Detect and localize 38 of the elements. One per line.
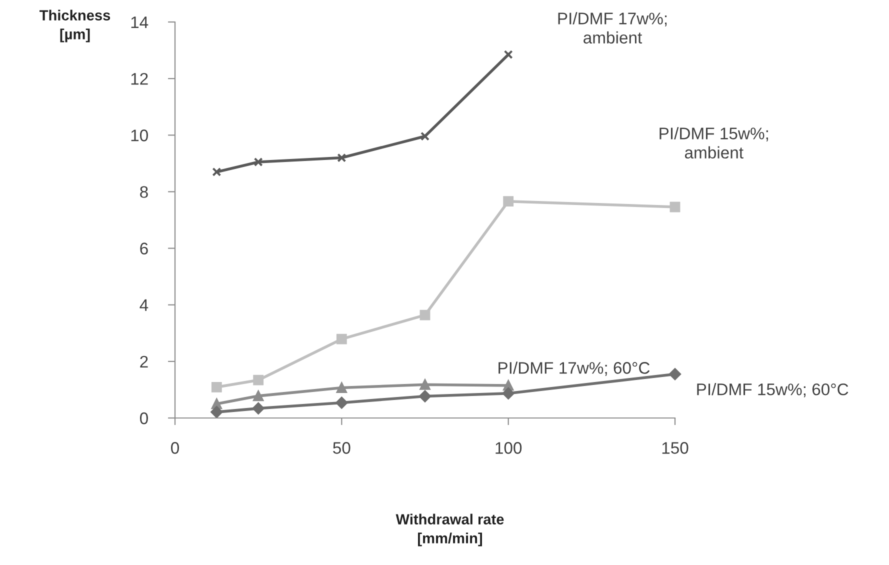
- y-tick-label: 10: [131, 130, 148, 142]
- y-tick-label: 4: [140, 299, 148, 311]
- point: [253, 374, 264, 386]
- point: [420, 132, 430, 141]
- point: [670, 202, 680, 212]
- point: [504, 50, 513, 60]
- x-tick-label: 100: [496, 442, 522, 454]
- text: PI/DMF 15w%; ambient: [660, 127, 768, 159]
- point: [420, 310, 430, 320]
- series-label: PI/DMF 15w%; 60°C: [697, 383, 848, 398]
- x-tick-label: 50: [333, 442, 350, 454]
- y-axis-title: Thickness [µm]: [40, 10, 110, 42]
- y-tick-label: 8: [140, 186, 148, 198]
- point: [212, 167, 222, 176]
- point: [420, 379, 430, 390]
- point: [254, 157, 263, 167]
- point: [503, 196, 514, 207]
- point: [336, 382, 347, 393]
- x-tick-label: 150: [662, 442, 688, 454]
- point: [336, 334, 347, 344]
- point: [252, 402, 264, 414]
- y-tick-label: 6: [140, 242, 148, 254]
- x-tick-label: 0: [171, 442, 179, 454]
- point: [502, 387, 514, 400]
- text: PI/DMF 17w%; ambient: [558, 12, 667, 44]
- point: [253, 390, 264, 402]
- point: [669, 368, 681, 380]
- point: [419, 390, 431, 402]
- x-axis-title: Withdrawal rate [mm/min]: [396, 514, 504, 546]
- point: [211, 382, 222, 392]
- point: [336, 396, 348, 409]
- y-tick-label: 2: [140, 356, 148, 368]
- y-tick-label: 12: [131, 72, 148, 85]
- point: [337, 153, 346, 162]
- point: [210, 406, 223, 418]
- y-tick-label: 0: [140, 412, 148, 424]
- series-label: PI/DMF 17w%; 60°C: [498, 362, 650, 376]
- y-tick-label: 14: [131, 16, 148, 28]
